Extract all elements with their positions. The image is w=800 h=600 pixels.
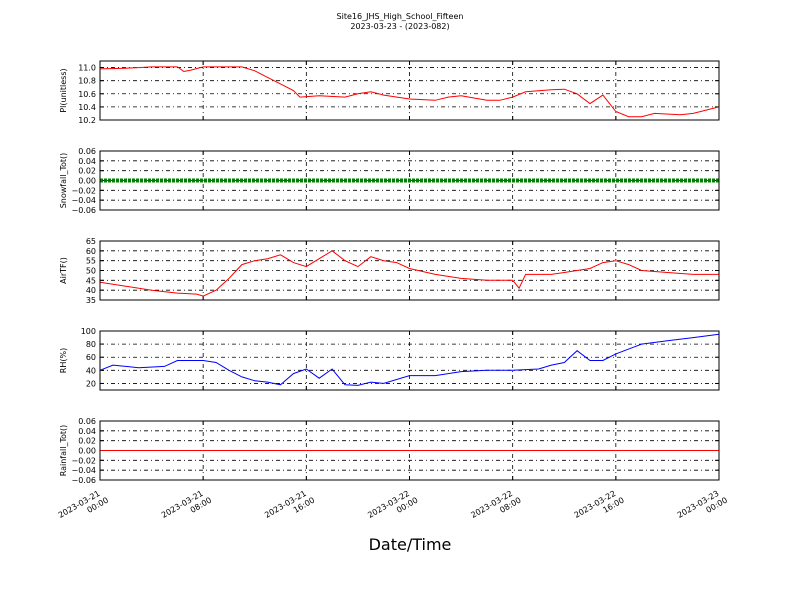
- y-tick-label: 0.06: [78, 417, 96, 426]
- panel-frame: [99, 60, 720, 121]
- x-tick-label: 2023-03-2200:00: [366, 487, 419, 529]
- y-tick-label: 10.2: [78, 116, 96, 125]
- y-tick-label: 0.00: [78, 177, 96, 186]
- y-tick-label: 40: [86, 366, 96, 375]
- panel-1: −0.06−0.04−0.020.000.020.040.06 Snowfall_…: [59, 147, 720, 215]
- panel-frame: [99, 330, 720, 391]
- y-tick-label: 100: [81, 327, 96, 336]
- y-tick-label: 20: [86, 379, 96, 388]
- y-tick-label: −0.06: [71, 476, 96, 485]
- y-tick-label: 10.6: [78, 90, 96, 99]
- panel-4: −0.06−0.04−0.020.000.020.040.06 Rainfall_…: [59, 417, 720, 485]
- x-tick-label: 2023-03-2300:00: [676, 487, 729, 529]
- series-line-3-0: [99, 333, 720, 386]
- x-tick-label: 2023-03-2108:00: [160, 487, 213, 529]
- x-tick-label: 2023-03-2116:00: [263, 487, 316, 529]
- panel-frame: [99, 420, 720, 481]
- y-tick-label: 60: [86, 353, 96, 362]
- y-tick-label: 35: [86, 296, 96, 305]
- x-tick-label: 2023-03-2100:00: [57, 487, 110, 529]
- y-tick-label: 10.4: [78, 103, 96, 112]
- y-axis-label: AirTF(): [59, 257, 68, 284]
- chart-subtitle: 2023-03-23 - (2023-082): [350, 22, 449, 31]
- panel-3: 20 40 60 80 100 RH(%): [59, 327, 720, 391]
- y-tick-label: 40: [86, 286, 96, 295]
- series-line-0-0: [99, 66, 720, 118]
- x-tick-labels: 2023-03-2100:00 2023-03-2108:00 2023-03-21…: [57, 487, 729, 529]
- y-tick-label: 50: [86, 267, 96, 276]
- chart-title: Site16_JHS_High_School_Fifteen: [337, 12, 464, 21]
- y-tick-label: −0.02: [71, 186, 96, 195]
- y-tick-label: 65: [86, 237, 96, 246]
- panels: 10.210.410.610.811.0Pl(unitless)−0.06−0.…: [59, 60, 720, 485]
- y-tick-label: 60: [86, 247, 96, 256]
- y-tick-label: −0.04: [71, 466, 96, 475]
- x-axis-label: Date/Time: [369, 535, 452, 554]
- x-tick-label: 2023-03-2216:00: [573, 487, 626, 529]
- y-tick-label: 11.0: [78, 64, 96, 73]
- y-axis-label: Snowfall_Tot(): [59, 153, 68, 209]
- panel-frame: [99, 240, 720, 301]
- y-tick-label: 80: [86, 340, 96, 349]
- y-tick-label: −0.02: [71, 456, 96, 465]
- y-tick-label: −0.06: [71, 206, 96, 215]
- y-tick-label: 0.04: [78, 427, 96, 436]
- y-tick-label: 0.02: [78, 167, 96, 176]
- y-axis-label: RH(%): [59, 348, 68, 373]
- y-axis-label: Pl(unitless): [59, 68, 68, 112]
- series-line-2-0: [99, 250, 719, 297]
- y-tick-label: 0.00: [78, 447, 96, 456]
- panel-frame: [99, 150, 720, 211]
- y-tick-label: 45: [86, 276, 96, 285]
- panel-0: 10.2 10.4 10.6 10.8 11.0 Pl(unitless): [59, 60, 720, 125]
- y-axis-label: Rainfall_Tot(): [59, 425, 68, 477]
- y-tick-label: 0.04: [78, 157, 96, 166]
- y-tick-label: 0.06: [78, 147, 96, 156]
- y-tick-label: −0.04: [71, 196, 96, 205]
- x-tick-label: 2023-03-2208:00: [469, 487, 522, 529]
- y-tick-label: 0.02: [78, 437, 96, 446]
- y-tick-label: 55: [86, 257, 96, 266]
- y-tick-label: 10.8: [78, 77, 96, 86]
